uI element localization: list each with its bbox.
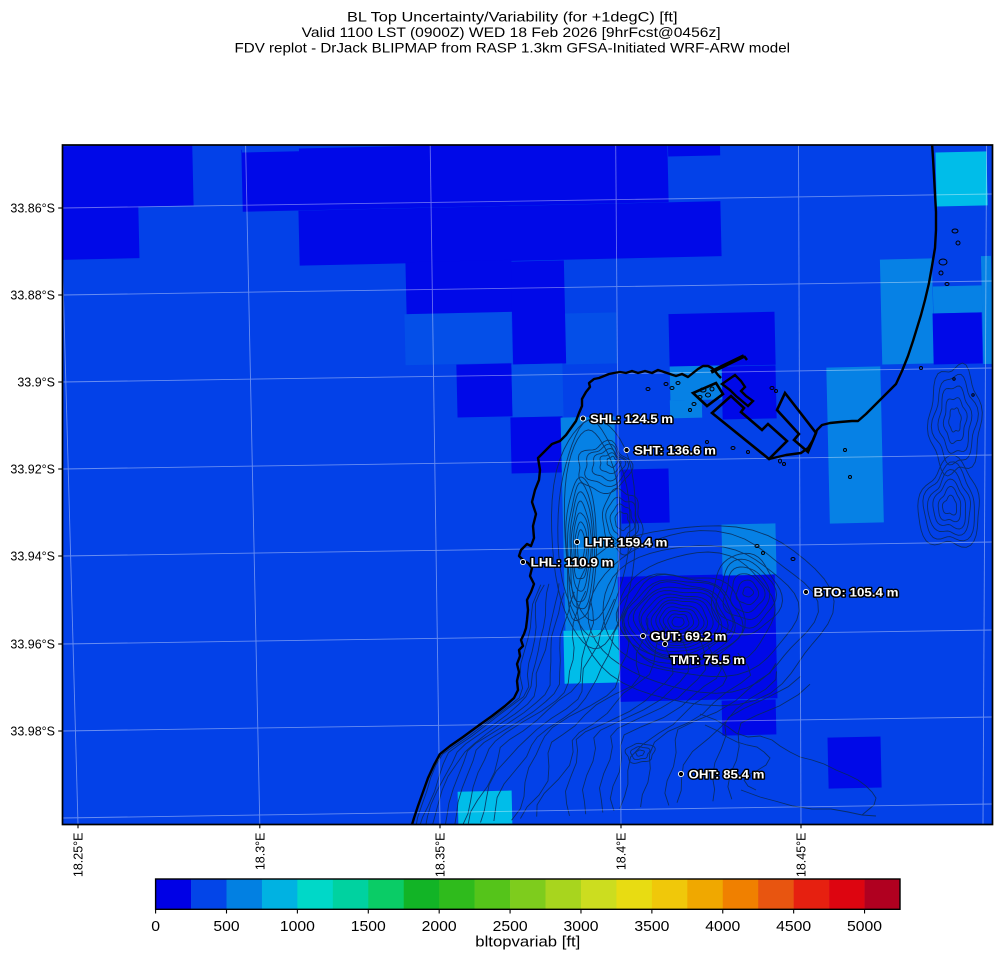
svg-text:4000: 4000 [705,919,740,935]
svg-text:0: 0 [151,919,160,935]
svg-text:3500: 3500 [634,919,669,935]
svg-text:33.94°S: 33.94°S [10,550,55,564]
svg-text:1500: 1500 [351,919,386,935]
svg-text:18.45°E: 18.45°E [795,833,809,878]
svg-text:33.96°S: 33.96°S [10,638,55,652]
svg-text:BL Top Uncertainty/Variability: BL Top Uncertainty/Variability (for +1de… [347,8,678,24]
svg-text:bltopvariab [ft]: bltopvariab [ft] [475,934,580,950]
svg-text:Valid 1100 LST (0900Z) WED 18: Valid 1100 LST (0900Z) WED 18 Feb 2026 [… [302,24,721,40]
svg-text:33.86°S: 33.86°S [10,202,55,216]
svg-text:18.25°E: 18.25°E [72,833,86,878]
svg-text:OHT: 85.4 m: OHT: 85.4 m [689,768,765,782]
svg-text:1000: 1000 [280,919,315,935]
svg-text:33.92°S: 33.92°S [10,463,55,477]
svg-text:LHT: 159.4 m: LHT: 159.4 m [585,536,668,550]
svg-text:SHL: 124.5 m: SHL: 124.5 m [590,412,673,426]
svg-text:18.3°E: 18.3°E [254,833,268,871]
svg-text:4500: 4500 [776,919,811,935]
svg-text:GUT: 69.2 m: GUT: 69.2 m [651,630,727,644]
svg-text:BTO: 105.4 m: BTO: 105.4 m [814,586,899,600]
svg-text:2000: 2000 [422,919,457,935]
svg-text:FDV replot - DrJack BLIPMAP fr: FDV replot - DrJack BLIPMAP from RASP 1.… [235,40,791,56]
svg-text:5000: 5000 [847,919,882,935]
svg-text:TMT: 75.5 m: TMT: 75.5 m [670,653,745,667]
svg-text:500: 500 [213,919,239,935]
svg-text:33.98°S: 33.98°S [10,725,55,739]
svg-text:33.9°S: 33.9°S [17,376,55,390]
svg-text:3000: 3000 [563,919,598,935]
svg-text:SHT: 136.6 m: SHT: 136.6 m [634,444,716,458]
svg-text:18.4°E: 18.4°E [615,833,629,871]
svg-text:33.88°S: 33.88°S [10,289,55,303]
svg-text:2500: 2500 [493,919,528,935]
svg-text:LHL: 110.9 m: LHL: 110.9 m [531,556,614,570]
svg-text:18.35°E: 18.35°E [434,833,448,878]
